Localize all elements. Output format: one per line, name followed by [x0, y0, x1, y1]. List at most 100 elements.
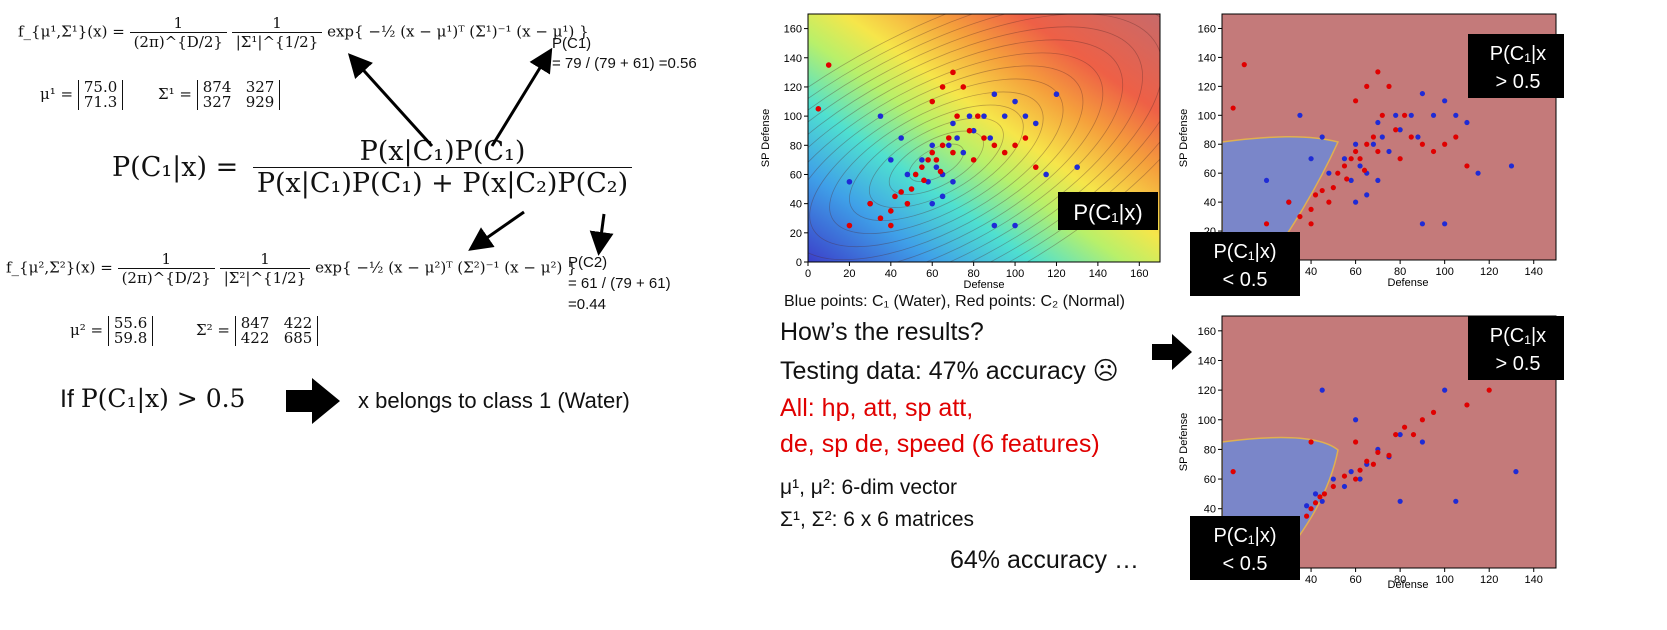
legend-text: Blue points: C₁ (Water), Red points: C₂ … [784, 293, 1125, 310]
data-point [1326, 170, 1332, 176]
y-axis-label: SP Defense [1178, 109, 1190, 168]
data-point [1408, 112, 1414, 118]
x-tick-label: 80 [1394, 266, 1406, 278]
data-point [1304, 503, 1310, 509]
contour-line [809, 78, 1064, 248]
y-tick-label: 60 [1204, 168, 1216, 180]
gt-label-line2: > 0.5 [1495, 71, 1540, 93]
six-feature-accuracy: 64% accuracy … [950, 546, 1139, 574]
mu1-v1: 71.3 [83, 93, 118, 111]
formula-f2: f_{μ²,Σ²}(x) = 1 (2π)^{D/2} 1 |Σ²|^{1/2} e… [6, 250, 577, 287]
x-tick-label: 60 [926, 268, 938, 280]
data-point [1508, 163, 1515, 169]
gt-label-line2: > 0.5 [1495, 353, 1540, 375]
y-axis-label: SP Defense [760, 109, 772, 168]
y-tick-label: 160 [784, 24, 802, 36]
y-tick-label: 60 [1204, 474, 1216, 486]
gt-label-line1: P(C₁|x [1490, 325, 1546, 347]
f2-lhs: f_{μ²,Σ²}(x) = [6, 258, 113, 277]
pc2-block: P(C2) = 61 / (79 + 61) =0.44 [568, 252, 671, 315]
data-point [929, 149, 936, 156]
x-tick-label: 60 [1349, 266, 1361, 278]
y-tick-label: 100 [1198, 415, 1216, 427]
data-point [1453, 112, 1459, 118]
data-point [1341, 483, 1348, 490]
arrow-to-f2 [468, 210, 525, 251]
x-tick-label: 0 [805, 268, 811, 280]
data-point [1475, 170, 1481, 176]
data-point [1430, 148, 1437, 155]
data-point [1442, 141, 1448, 147]
data-point [919, 157, 925, 163]
arrow-to-pc2 [589, 213, 614, 256]
data-point [1375, 148, 1381, 155]
data-point [1361, 167, 1368, 173]
data-point [1386, 83, 1392, 89]
data-point [1401, 112, 1408, 118]
f1-coef1-den: (2π)^{D/2} [133, 33, 223, 51]
posterior-label-box [1058, 192, 1158, 230]
x-tick-label: 120 [1047, 268, 1065, 280]
y-tick-label: 100 [784, 111, 802, 123]
data-point [1012, 142, 1018, 149]
data-point [1341, 156, 1348, 162]
bayes-denominator: P(x|C₁)P(C₁) + P(x|C₂)P(C₂) [256, 168, 629, 199]
lt-label-line1: P(C₁|x) [1213, 525, 1276, 547]
plot-frame [807, 13, 1161, 263]
data-point [974, 113, 981, 119]
data-point [1022, 113, 1029, 119]
data-point [970, 157, 977, 163]
contour-line [829, 91, 1044, 235]
data-point [1043, 171, 1049, 178]
f1-coef2-num: 1 [231, 14, 323, 33]
pc2-value1: = 61 / (79 + 61) [568, 275, 671, 292]
data-point [1319, 134, 1325, 140]
data-point [877, 113, 884, 119]
posterior-label: P(C₁|x) [1073, 200, 1142, 225]
arrow-to-f1 [347, 53, 434, 148]
y-tick-label: 80 [790, 140, 802, 152]
x-tick-label: 140 [1525, 266, 1543, 278]
data-point [966, 113, 973, 119]
data-point [1330, 483, 1336, 490]
data-point [1308, 439, 1314, 445]
data-point [892, 193, 898, 200]
f2-exp: exp{ −½ (x − μ²)ᵀ (Σ²)⁻¹ (x − μ²) } [315, 258, 577, 277]
data-point [1464, 119, 1470, 126]
data-point [1074, 164, 1080, 170]
data-point [1410, 431, 1417, 438]
rule-if: If [60, 385, 74, 413]
data-point [1415, 134, 1421, 140]
x-tick-label: 140 [1089, 268, 1107, 280]
data-point [1241, 62, 1247, 68]
y-tick-label: 0 [796, 257, 802, 269]
data-point [946, 135, 952, 141]
data-point [1370, 134, 1377, 140]
data-point [929, 200, 936, 207]
sigma2-label: Σ² = [196, 321, 230, 339]
lt-label-line1: P(C₁|x) [1213, 241, 1276, 263]
data-point [904, 200, 911, 207]
data-point [1032, 164, 1039, 170]
data-point [1375, 119, 1381, 126]
data-point [1230, 469, 1236, 475]
data-point [1513, 469, 1519, 475]
data-point [1308, 506, 1314, 512]
data-point [939, 84, 946, 90]
s2-r2c2: 685 [283, 329, 313, 347]
data-point [867, 200, 873, 207]
data-point [991, 142, 998, 149]
mu2-v0: 55.6 [113, 314, 148, 332]
data-point [1012, 222, 1018, 229]
data-point [1312, 192, 1319, 198]
sigma1-label: Σ¹ = [158, 85, 192, 103]
data-point [1401, 424, 1408, 430]
data-point [1357, 467, 1363, 473]
y-tick-label: 120 [784, 82, 802, 94]
decision-region-plot-bottom: 40 60 80 100 120 140 40 60 80 100 120 140 160 Defens… [1178, 315, 1564, 591]
data-point [1379, 134, 1385, 140]
data-point [1393, 431, 1399, 438]
s2-r1c2: 422 [283, 314, 313, 332]
pc2-value2: =0.44 [568, 296, 606, 313]
x-tick-label: 160 [1130, 268, 1148, 280]
